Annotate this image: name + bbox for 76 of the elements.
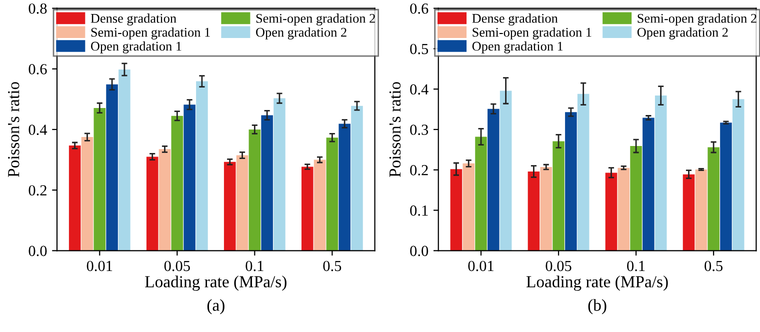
- bar: [184, 104, 196, 251]
- bar: [94, 108, 106, 251]
- bar: [301, 166, 314, 251]
- bar: [540, 167, 552, 251]
- y-tick-label: 0.2: [28, 185, 46, 196]
- legend-label: Semi-open gradation 1: [472, 27, 592, 40]
- bar: [68, 146, 81, 251]
- bar: [450, 169, 462, 251]
- bar: [81, 137, 94, 251]
- x-tick-label: 0.05: [164, 260, 190, 272]
- x-tick-label: 0.01: [86, 260, 112, 272]
- bar: [500, 90, 512, 251]
- x-tick-label: 0.5: [704, 260, 723, 272]
- x-axis-title: Loading rate (MPa/s): [145, 276, 286, 291]
- y-tick-label: 0.6: [28, 64, 47, 74]
- bar: [618, 168, 630, 251]
- bar: [682, 174, 695, 251]
- y-tick-label: 0.1: [410, 205, 428, 216]
- bar: [314, 160, 326, 251]
- y-axis-title: Poisson's ratio: [389, 82, 401, 178]
- bar: [106, 84, 118, 251]
- bar: [605, 172, 618, 251]
- legend-label: Open gradation 2: [637, 27, 728, 40]
- x-tick-label: 0.5: [323, 260, 342, 272]
- y-tick-label: 0.0: [28, 246, 47, 256]
- y-tick-label: 0.2: [410, 165, 428, 176]
- bar: [224, 162, 236, 251]
- bar: [654, 96, 667, 251]
- bar: [720, 122, 732, 251]
- legend-label: Open gradation 1: [90, 41, 182, 54]
- x-tick-label: 0.1: [246, 260, 264, 272]
- bar: [577, 94, 590, 251]
- text: (b): [588, 299, 606, 314]
- legend-label: Open gradation 2: [256, 27, 346, 40]
- bar: [630, 146, 642, 251]
- y-tick-label: 0.4: [410, 84, 428, 95]
- bar: [158, 149, 171, 251]
- legend-label: Semi-open gradation 2: [256, 14, 375, 26]
- bar: [196, 81, 208, 251]
- y-tick-label: 0.6: [410, 3, 428, 14]
- x-tick-label: 0.1: [627, 260, 645, 272]
- bar: [552, 141, 564, 251]
- legend-label: Dense gradation: [472, 14, 558, 26]
- bar: [642, 118, 654, 251]
- bar: [351, 106, 363, 251]
- bar: [326, 138, 338, 251]
- y-tick-label: 0.8: [28, 3, 47, 14]
- legend-label: Semi-open gradation 1: [91, 27, 210, 40]
- bar: [118, 69, 130, 251]
- bar: [708, 147, 720, 251]
- bar: [695, 169, 708, 251]
- x-tick-label: 0.01: [468, 260, 494, 272]
- bar: [171, 116, 184, 251]
- bar: [565, 112, 577, 251]
- x-axis-title: Loading rate (MPa/s): [526, 276, 668, 291]
- bar: [732, 99, 744, 251]
- text: (a): [207, 299, 224, 314]
- bar: [274, 98, 286, 251]
- bar: [146, 156, 158, 251]
- bar: [248, 129, 261, 251]
- y-tick-label: 0.0: [410, 246, 428, 256]
- legend-label: Semi-open gradation 2: [638, 14, 756, 26]
- y-tick-label: 0.5: [410, 44, 428, 54]
- bar: [462, 163, 475, 251]
- bar: [236, 155, 248, 251]
- y-tick-label: 0.3: [410, 124, 428, 135]
- bar: [488, 108, 500, 251]
- legend-label: Open gradation 1: [472, 41, 563, 54]
- bar: [475, 136, 487, 251]
- legend-label: Dense gradation: [90, 14, 176, 26]
- bar: [338, 124, 350, 251]
- bar: [528, 171, 540, 251]
- y-tick-label: 0.4: [28, 124, 48, 135]
- x-tick-label: 0.05: [546, 260, 572, 272]
- y-axis-title: Poisson's ratio: [8, 82, 20, 178]
- bar: [261, 115, 273, 251]
